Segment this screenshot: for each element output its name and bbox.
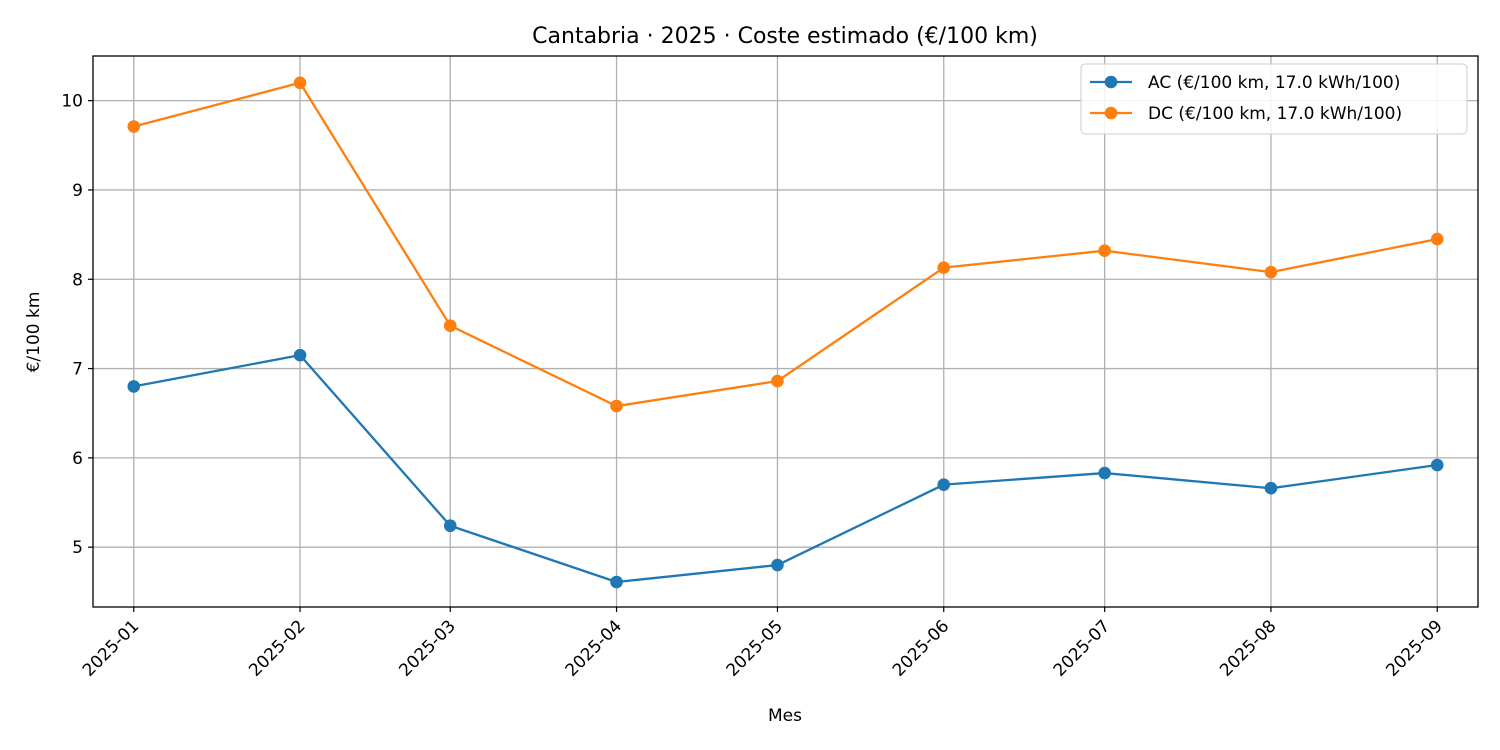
data-point: [127, 380, 141, 393]
data-point: [443, 519, 457, 533]
y-tick-label: 8: [72, 270, 83, 290]
data-point: [610, 575, 623, 589]
data-point: [937, 478, 951, 491]
data-point: [771, 374, 784, 388]
legend-marker: [1104, 75, 1118, 89]
data-point: [443, 319, 457, 332]
y-axis-ticks: 5 6 7 8 9 10: [61, 92, 93, 558]
y-tick-label: 6: [72, 449, 83, 469]
data-point: [1264, 265, 1278, 279]
data-point: [293, 348, 307, 362]
data-point: [1098, 244, 1111, 257]
legend-marker: [1104, 106, 1118, 120]
series-dc: [127, 76, 1444, 413]
series-layer: [127, 76, 1444, 589]
x-axis-label: Mes: [768, 706, 802, 726]
data-point: [610, 399, 623, 413]
legend-label: AC (€/100 km, 17.0 kWh/100): [1148, 73, 1400, 93]
data-point: [127, 120, 141, 133]
legend-label: DC (€/100 km, 17.0 kWh/100): [1148, 104, 1402, 124]
y-tick-label: 10: [61, 92, 83, 112]
y-axis-label: €/100 km: [24, 292, 44, 373]
legend: AC (€/100 km, 17.0 kWh/100) DC (€/100 km,…: [1080, 63, 1468, 135]
data-point: [1430, 458, 1444, 472]
plot-frame: [92, 55, 1479, 608]
data-point: [771, 558, 784, 572]
y-tick-label: 9: [72, 181, 83, 201]
data-point: [1098, 466, 1111, 480]
data-point: [1264, 481, 1278, 495]
series-ac: [127, 348, 1444, 589]
data-point: [937, 261, 951, 274]
legend-box: [1080, 63, 1468, 135]
grid-lines: [93, 56, 1478, 607]
y-tick-label: 5: [72, 538, 83, 558]
data-point: [293, 76, 307, 90]
data-point: [1430, 232, 1444, 246]
y-tick-label: 7: [72, 360, 83, 380]
chart-title: Cantabria · 2025 · Coste estimado (€/100…: [532, 24, 1038, 49]
